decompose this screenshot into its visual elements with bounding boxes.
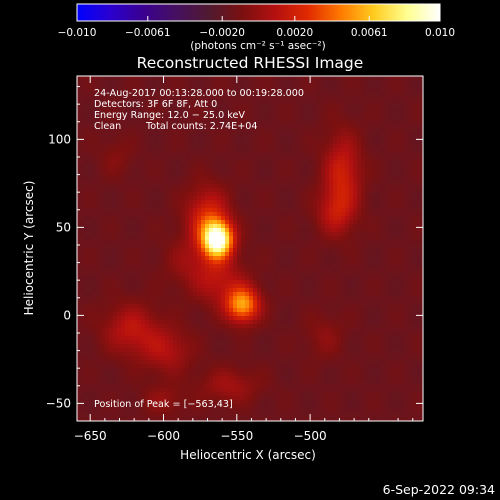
annotation-total-counts: Total counts: 2.74E+04 <box>145 121 257 132</box>
colorbar-tick-label: 0.0020 <box>276 27 313 39</box>
annotations: 24‑Aug‑2017 00:13:28.000 to 00:19:28.000… <box>94 88 304 410</box>
colorbar-tick-label: −0.0020 <box>199 27 245 39</box>
annotation-peak-position: Position of Peak = [−563,43] <box>94 399 233 410</box>
colorbar: −0.010 −0.0061 −0.0020 0.0020 0.0061 0.010 (p… <box>58 3 455 52</box>
annotation-detectors: Detectors: 3F 6F 8F, Att 0 <box>94 99 217 110</box>
colorbar-ticks: −0.010 −0.0061 −0.0020 0.0020 0.0061 0.010 <box>58 16 455 39</box>
x-tick-label: −500 <box>294 429 327 443</box>
plot-frame <box>76 75 424 422</box>
annotation-method: Clean <box>94 121 121 132</box>
annotation-energy-range: Energy Range: 12.0 − 25.0 keV <box>94 110 245 121</box>
y-tick-label: 100 <box>48 132 71 146</box>
colorbar-tick-label: −0.0061 <box>125 27 171 39</box>
y-axis-label: Heliocentric Y (arcsec) <box>22 181 36 316</box>
heatmap-image <box>77 76 423 421</box>
x-tick-label: −650 <box>74 429 107 443</box>
colorbar-tick-label: 0.010 <box>425 27 455 39</box>
x-tick-label: −550 <box>220 429 253 443</box>
colorbar-unit-label: (photons cm⁻² s⁻¹ asec⁻²) <box>190 40 325 52</box>
annotation-time-range: 24‑Aug‑2017 00:13:28.000 to 00:19:28.000 <box>94 88 304 99</box>
y-tick-label: 50 <box>56 220 71 234</box>
x-tick-label: −600 <box>147 429 180 443</box>
date-stamp: 6‑Sep‑2022 09:34 <box>383 482 495 497</box>
y-tick-label: 0 <box>63 308 71 322</box>
chart-title: Reconstructed RHESSI Image <box>137 54 364 72</box>
y-tick-label: −50 <box>46 396 71 410</box>
x-axis-label: Heliocentric X (arcsec) <box>180 448 316 462</box>
colorbar-tick-label: 0.0061 <box>351 27 388 39</box>
colorbar-tick-label: −0.010 <box>58 27 97 39</box>
colorbar-gradient <box>76 3 441 22</box>
